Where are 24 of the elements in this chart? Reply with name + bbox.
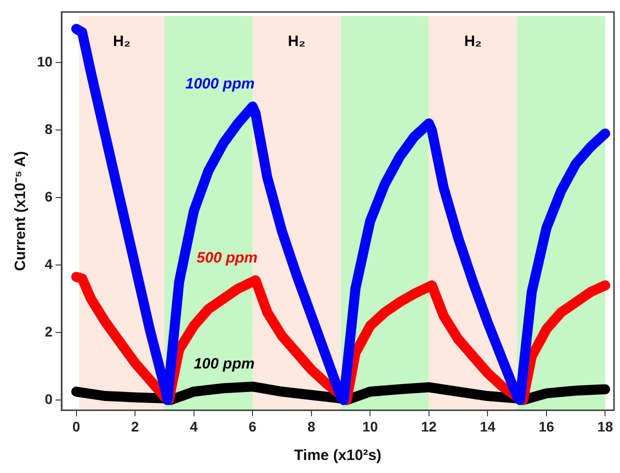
band-label: H₂ — [464, 33, 482, 50]
y-tick-label: 6 — [44, 188, 53, 204]
y-tick-label: 2 — [44, 323, 53, 340]
x-tick-label: 4 — [190, 418, 198, 434]
x-tick-label: 10 — [362, 418, 378, 434]
x-tick-label: 14 — [480, 418, 496, 434]
series-label: 1000 ppm — [185, 76, 255, 93]
series-label: 100 ppm — [194, 356, 255, 373]
band-label: H₂ — [288, 33, 306, 50]
y-tick-label: 8 — [44, 120, 53, 137]
y-tick-label: 0 — [44, 390, 53, 407]
x-axis-title: Time (x10²s) — [294, 447, 382, 464]
x-tick-label: 2 — [131, 418, 140, 434]
x-tick-label: 6 — [248, 418, 257, 434]
y-tick-label: 4 — [44, 256, 53, 272]
y-axis-title: Current (x10⁻⁵ A) — [12, 151, 30, 272]
y-tick-label: 10 — [36, 53, 53, 70]
x-tick-label: 0 — [72, 418, 80, 434]
x-tick-label: 12 — [421, 418, 437, 434]
x-tick-label: 18 — [597, 418, 614, 434]
x-tick-label: 8 — [307, 418, 316, 434]
x-tick-label: 16 — [538, 418, 554, 434]
series-label: 500 ppm — [196, 249, 258, 266]
band-label: H₂ — [113, 33, 131, 50]
